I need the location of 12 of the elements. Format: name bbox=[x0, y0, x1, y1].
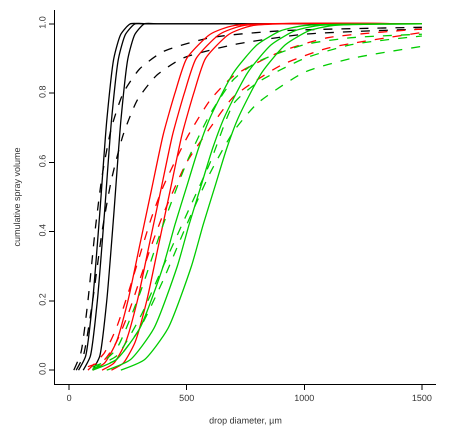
x-axis-title: drop diameter, µm bbox=[209, 416, 282, 426]
x-tick-label: 500 bbox=[179, 392, 194, 403]
x-tick-label: 0 bbox=[66, 392, 72, 403]
x-tick-label: 1000 bbox=[294, 392, 314, 403]
y-tick-label: 0.8 bbox=[37, 86, 48, 98]
y-axis-title: cumulative spray volume bbox=[12, 147, 22, 247]
y-tick-label: 0.0 bbox=[37, 362, 48, 376]
y-tick-label: 0.6 bbox=[37, 154, 48, 168]
y-tick-label: 0.2 bbox=[37, 293, 48, 306]
y-tick-label: 1.0 bbox=[37, 16, 48, 29]
x-tick-label: 1500 bbox=[412, 392, 432, 403]
y-tick-label: 0.4 bbox=[37, 224, 48, 237]
